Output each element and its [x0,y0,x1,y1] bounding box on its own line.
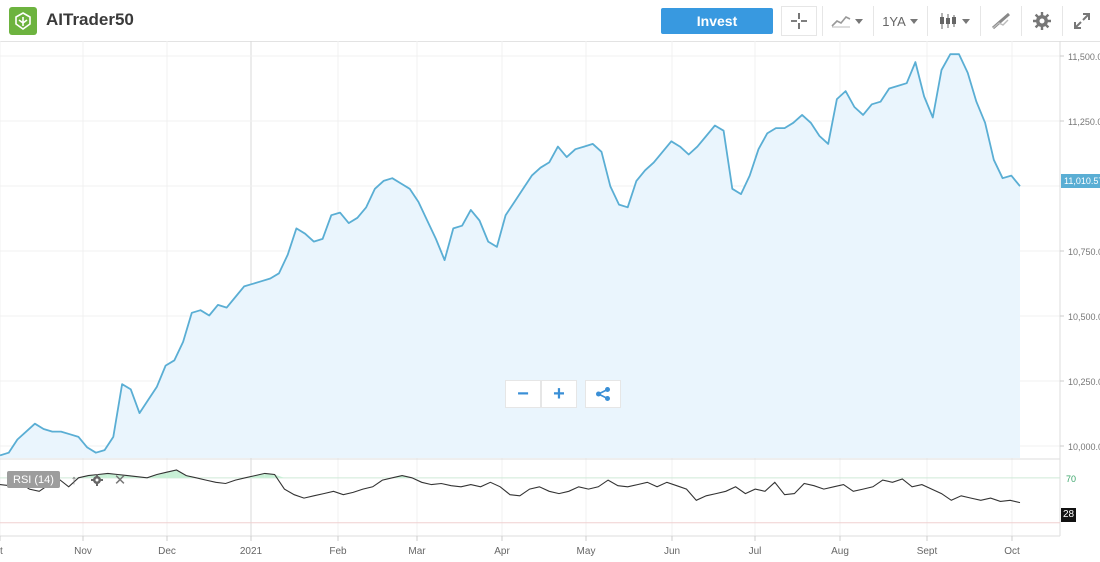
rsi-last-value: 28 [1061,508,1076,522]
x-tick-label: Jun [664,546,680,557]
crosshair-icon[interactable] [781,6,817,36]
y-tick-label: 11,250.0 [1068,117,1100,127]
rsi-level-label: 70 [1066,474,1076,484]
x-tick-label: Nov [74,546,92,557]
y-tick-label: 10,500.0 [1068,312,1100,322]
y-tick-label: 10,250.0 [1068,377,1100,387]
price-chart[interactable]: 11,500.0 11,250.0 10,750.0 10,500.0 10,250.0… [0,41,1100,562]
y-axis-ticks: 11,500.0 11,250.0 10,750.0 10,500.0 10,250.0… [1060,52,1100,452]
range-label: 1YA [882,13,906,29]
y-tick-label: 10,750.0 [1068,247,1100,257]
x-tick-label: Jul [749,546,762,557]
rsi-overbought-fill [156,472,167,478]
range-dropdown[interactable]: 1YA [873,6,926,36]
gear-icon[interactable] [1021,6,1062,36]
x-tick-label: Feb [329,546,347,557]
x-axis-ticks: t Nov Dec 2021 Feb Mar Apr May Jun Jul Aug Sept Oct [0,536,1020,557]
instrument-title: AITrader50 [46,10,134,29]
chart-type-dropdown[interactable] [822,6,871,36]
last-price-label: 11,010.57 [1061,174,1100,188]
x-tick-label: Aug [831,546,849,557]
candlestick-icon [940,13,956,29]
draw-icon[interactable] [980,6,1021,36]
y-tick-label: 11,500.0 [1068,52,1100,62]
rsi-line [0,469,1021,504]
rsi-overbought-fill [274,474,285,478]
rsi-move-up-icon[interactable]: ↑ [70,472,78,487]
candlestick-dropdown[interactable] [927,6,980,36]
price-area-fill [0,54,1020,458]
invest-button[interactable]: Invest [661,8,773,34]
x-tick-label: Apr [494,546,510,557]
brand-logo-icon [9,7,37,35]
rsi-close-icon[interactable]: ✕ [113,471,127,489]
x-tick-label: Oct [1004,546,1020,557]
x-tick-label: 2021 [240,546,263,557]
share-button[interactable] [585,380,621,408]
line-chart-icon [831,16,851,28]
x-tick-label: Mar [408,546,426,557]
fullscreen-icon[interactable] [1062,6,1100,36]
zoom-out-button[interactable]: − [505,380,541,408]
toolbar: AITrader50 Invest 1YA [0,0,1100,42]
x-tick-label: Sept [917,546,938,557]
x-tick-label: t [0,546,3,557]
rsi-indicator-label[interactable]: RSI (14) [7,471,60,488]
x-tick-label: May [577,546,596,557]
price-area [0,53,1021,458]
y-tick-label: 10,000.0 [1068,442,1100,452]
zoom-in-button[interactable]: + [541,380,577,408]
price-line [0,53,1021,457]
x-tick-label: Dec [158,546,176,557]
rsi-settings-icon[interactable] [89,471,105,488]
share-icon [596,387,610,401]
rsi-panel: 70 [0,469,1076,524]
